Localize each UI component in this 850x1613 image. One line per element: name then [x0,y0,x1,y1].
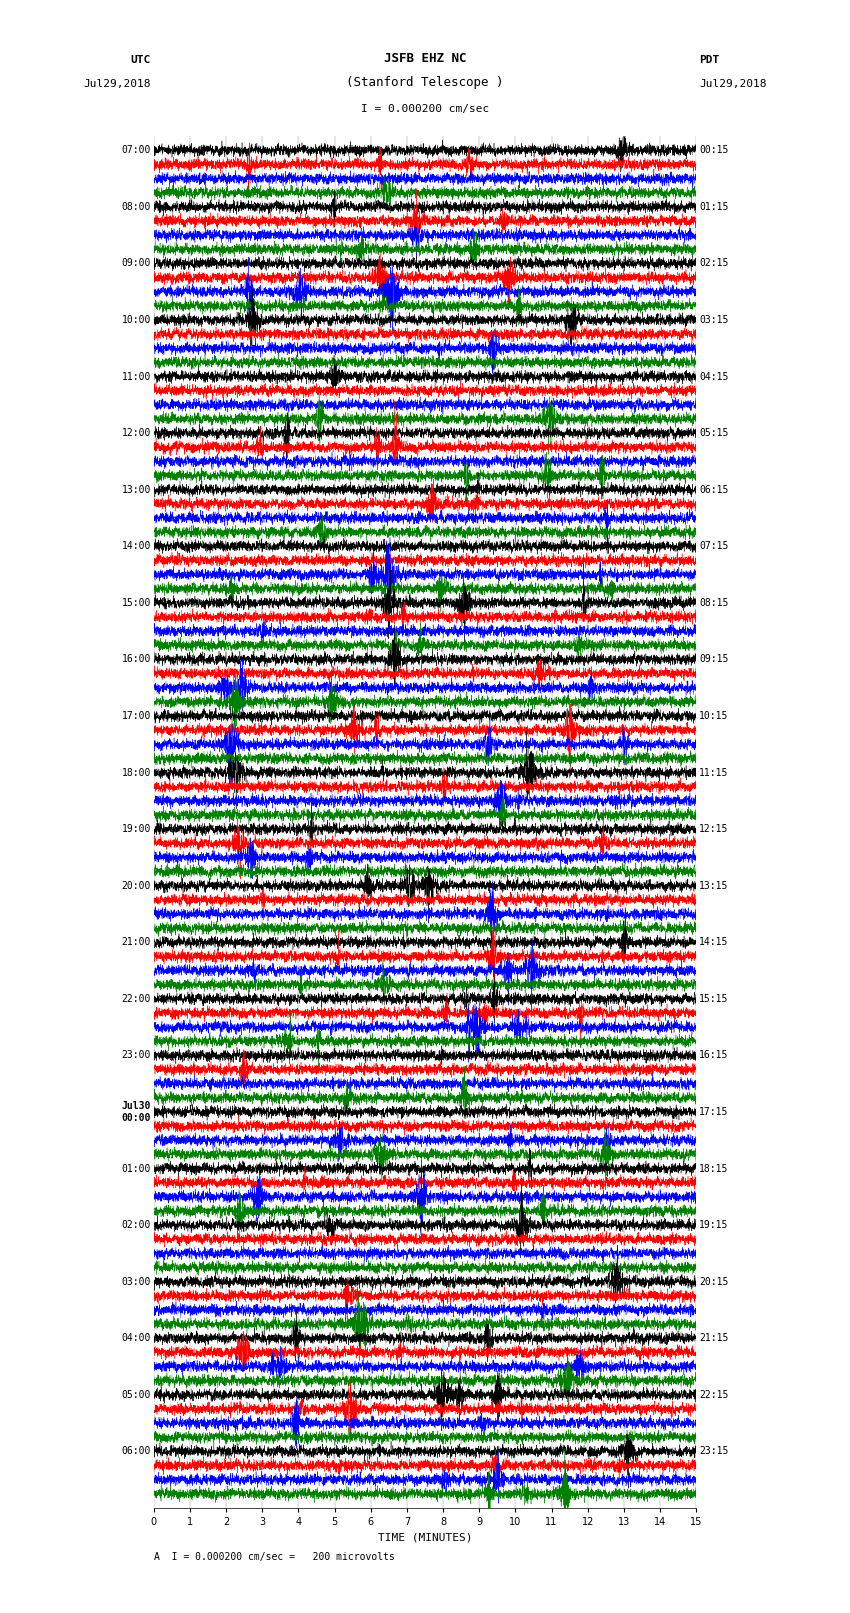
Text: PDT: PDT [699,55,719,65]
Text: 21:15: 21:15 [699,1334,728,1344]
Text: 20:00: 20:00 [122,881,151,890]
Text: UTC: UTC [131,55,151,65]
Text: 09:00: 09:00 [122,258,151,268]
Text: 09:15: 09:15 [699,655,728,665]
Text: 14:00: 14:00 [122,542,151,552]
Text: 16:00: 16:00 [122,655,151,665]
Text: 07:15: 07:15 [699,542,728,552]
Text: 00:15: 00:15 [699,145,728,155]
Text: 01:15: 01:15 [699,202,728,211]
Text: 02:00: 02:00 [122,1219,151,1231]
Text: 19:15: 19:15 [699,1219,728,1231]
Text: Jul29,2018: Jul29,2018 [83,79,151,89]
Text: 21:00: 21:00 [122,937,151,947]
Text: 17:15: 17:15 [699,1107,728,1116]
Text: 05:00: 05:00 [122,1390,151,1400]
Text: 08:00: 08:00 [122,202,151,211]
Text: 12:15: 12:15 [699,824,728,834]
Text: 14:15: 14:15 [699,937,728,947]
Text: 15:15: 15:15 [699,994,728,1003]
Text: 22:15: 22:15 [699,1390,728,1400]
Text: 10:15: 10:15 [699,711,728,721]
Text: I = 0.000200 cm/sec: I = 0.000200 cm/sec [361,105,489,115]
Text: 13:00: 13:00 [122,484,151,495]
Text: 02:15: 02:15 [699,258,728,268]
Text: 23:15: 23:15 [699,1447,728,1457]
Text: 16:15: 16:15 [699,1050,728,1060]
Text: 06:15: 06:15 [699,484,728,495]
Text: 03:15: 03:15 [699,315,728,324]
Text: 03:00: 03:00 [122,1276,151,1287]
Text: 07:00: 07:00 [122,145,151,155]
Text: 22:00: 22:00 [122,994,151,1003]
Text: 18:15: 18:15 [699,1163,728,1174]
Text: 11:15: 11:15 [699,768,728,777]
Text: A  I = 0.000200 cm/sec =   200 microvolts: A I = 0.000200 cm/sec = 200 microvolts [154,1552,394,1561]
Text: 23:00: 23:00 [122,1050,151,1060]
Text: 19:00: 19:00 [122,824,151,834]
Text: 18:00: 18:00 [122,768,151,777]
Text: 05:15: 05:15 [699,427,728,439]
Text: 01:00: 01:00 [122,1163,151,1174]
Text: JSFB EHZ NC: JSFB EHZ NC [383,52,467,65]
X-axis label: TIME (MINUTES): TIME (MINUTES) [377,1532,473,1542]
Text: 10:00: 10:00 [122,315,151,324]
Text: 17:00: 17:00 [122,711,151,721]
Text: Jul29,2018: Jul29,2018 [699,79,767,89]
Text: (Stanford Telescope ): (Stanford Telescope ) [346,76,504,89]
Text: 13:15: 13:15 [699,881,728,890]
Text: 11:00: 11:00 [122,371,151,382]
Text: 15:00: 15:00 [122,598,151,608]
Text: Jul30
00:00: Jul30 00:00 [122,1102,151,1123]
Text: 04:15: 04:15 [699,371,728,382]
Text: 08:15: 08:15 [699,598,728,608]
Text: 04:00: 04:00 [122,1334,151,1344]
Text: 12:00: 12:00 [122,427,151,439]
Text: 06:00: 06:00 [122,1447,151,1457]
Text: 20:15: 20:15 [699,1276,728,1287]
